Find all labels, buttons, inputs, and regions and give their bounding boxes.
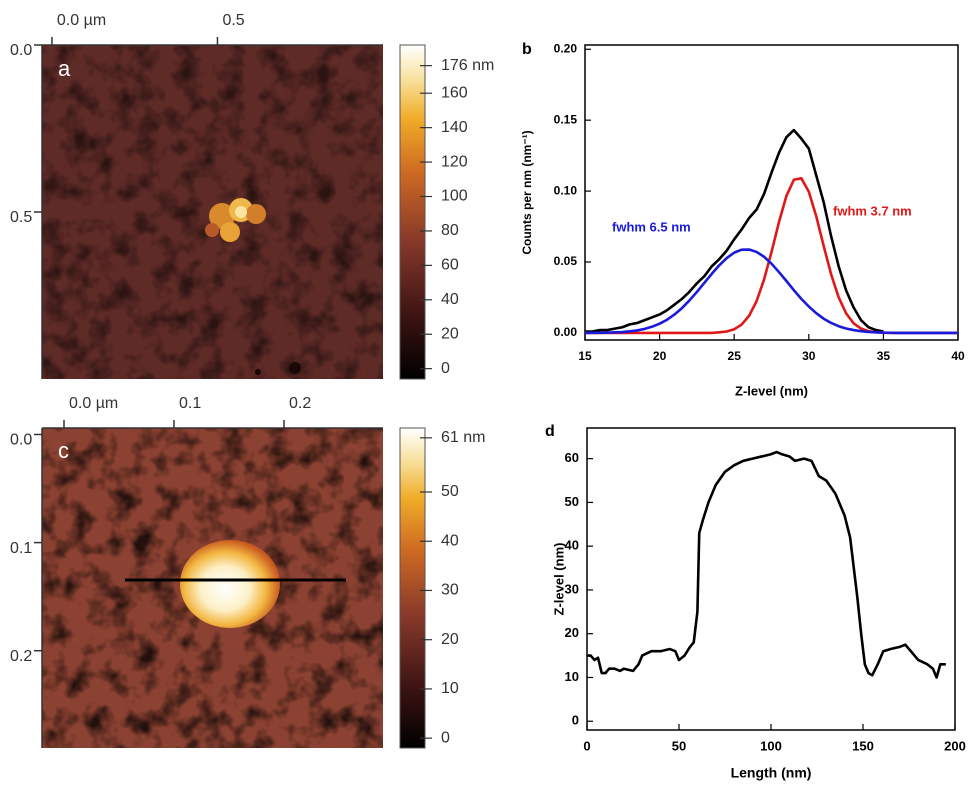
colorbar-tick-label: 100: [441, 188, 468, 205]
colorbar-tick-label: 40: [441, 532, 459, 549]
colorbar-tick-label: 176 nm: [441, 57, 494, 74]
colorbar-tick-label: 60: [441, 257, 459, 274]
panel-label: c: [58, 438, 69, 463]
plot-frame: [584, 44, 959, 341]
panel-label: b: [522, 41, 532, 58]
y-tick-label: 0.20: [554, 41, 578, 55]
colorbar-tick-label: 120: [441, 153, 468, 170]
y-tick-label: 0.0: [10, 42, 32, 59]
y-axis-label: Counts per nm (nm⁻¹): [520, 130, 534, 254]
colorbar-tick-label: 0: [441, 729, 450, 746]
plot-frame: [586, 427, 956, 731]
x-tick-label: 0.0 µm: [57, 12, 106, 29]
x-tick-label: 0.2: [289, 395, 311, 412]
y-axis-label: Z-level (nm): [551, 543, 566, 616]
annotation: fwhm 6.5 nm: [612, 219, 691, 234]
x-tick-label: 150: [852, 738, 874, 753]
data-line: [585, 128, 884, 333]
colorbar-tick-label: 30: [441, 582, 459, 599]
data-line: [585, 177, 958, 335]
x-tick-label: 40: [951, 349, 965, 363]
data-line: [584, 248, 958, 335]
colorbar-tick-label: 50: [441, 483, 459, 500]
y-tick-label: 50: [565, 494, 579, 509]
y-tick-label: 0.1: [10, 540, 32, 557]
y-tick-label: 10: [565, 669, 579, 684]
colorbar-tick-label: 61 nm: [441, 429, 485, 446]
x-tick-label: 0.5: [222, 12, 244, 29]
colorbar: [399, 427, 426, 749]
colorbar-tick-label: 40: [441, 291, 459, 308]
y-tick-label: 30: [565, 581, 579, 596]
x-tick-label: 200: [944, 738, 966, 753]
data-line: [587, 450, 946, 679]
afm-image-a: [42, 45, 383, 379]
x-tick-label: 15: [578, 349, 592, 363]
x-tick-label: 25: [728, 349, 742, 363]
y-tick-label: 0.10: [554, 183, 578, 197]
y-tick-label: 0.15: [554, 112, 578, 126]
colorbar-tick-label: 20: [441, 631, 459, 648]
colorbar: [399, 44, 426, 380]
panel-label: a: [58, 56, 71, 81]
x-tick-label: 0: [583, 738, 590, 753]
colorbar-tick-label: 160: [441, 84, 468, 101]
y-tick-label: 40: [565, 538, 579, 553]
x-axis-label: Length (nm): [731, 765, 812, 781]
y-tick-label: 0.05: [554, 254, 578, 268]
colorbar-tick-label: 20: [441, 325, 459, 342]
x-tick-label: 0.1: [179, 395, 201, 412]
x-tick-label: 100: [760, 738, 782, 753]
x-tick-label: 50: [672, 738, 686, 753]
y-tick-label: 0.00: [554, 325, 578, 339]
annotation: fwhm 3.7 nm: [833, 203, 912, 218]
x-axis-label: Z-level (nm): [735, 383, 808, 398]
y-tick-label: 60: [565, 450, 579, 465]
x-tick-label: 30: [802, 349, 816, 363]
colorbar-tick-label: 0: [441, 360, 450, 377]
y-tick-label: 0: [572, 713, 579, 728]
colorbar-tick-label: 140: [441, 119, 468, 136]
panel-label: d: [545, 423, 555, 440]
y-tick-label: 0.5: [10, 209, 32, 226]
colorbar-tick-label: 80: [441, 222, 459, 239]
y-tick-label: 0.0: [10, 432, 32, 449]
afm-image-c: [42, 428, 383, 748]
colorbar-tick-label: 10: [441, 680, 459, 697]
x-tick-label: 0.0 µm: [69, 395, 118, 412]
x-tick-label: 35: [877, 349, 891, 363]
x-tick-label: 20: [653, 349, 667, 363]
y-tick-label: 0.2: [10, 648, 32, 665]
y-tick-label: 20: [565, 625, 579, 640]
